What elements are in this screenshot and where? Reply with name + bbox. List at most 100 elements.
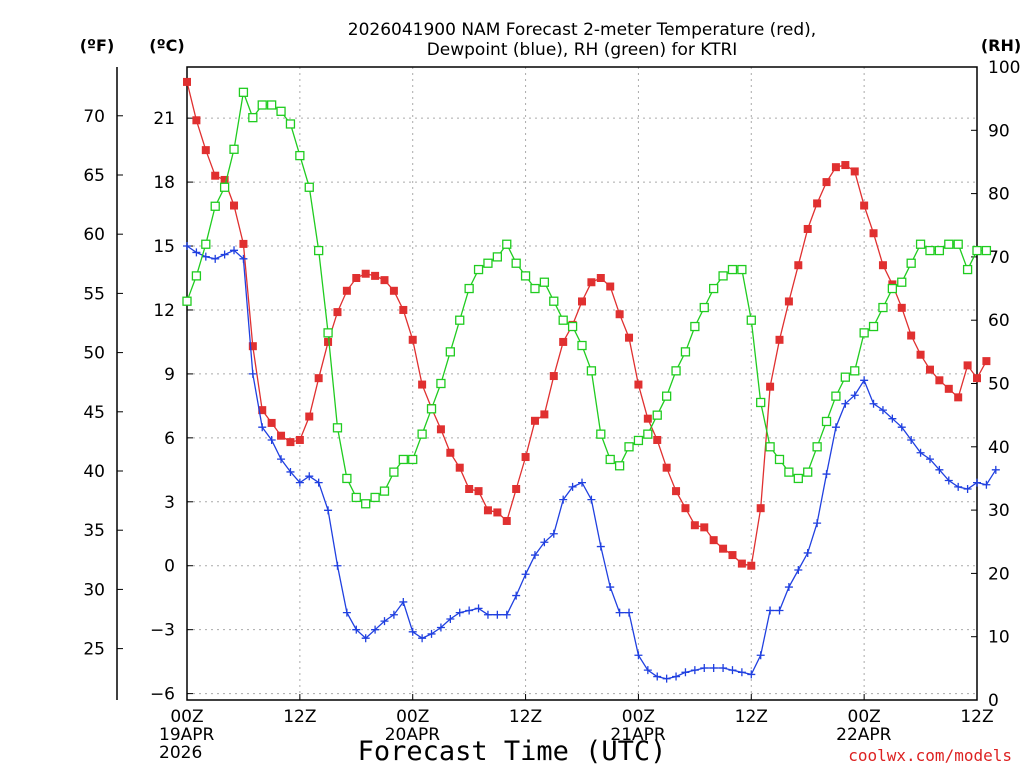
dewpoint-point — [963, 485, 972, 493]
rh-tick-label: 90 — [988, 121, 1010, 141]
dewpoint-point — [324, 506, 333, 515]
relative-humidity-point — [248, 112, 258, 123]
rh-tick-label: 40 — [988, 438, 1010, 458]
relative-humidity-point — [784, 467, 794, 477]
dewpoint-point — [578, 478, 586, 487]
temperature-point — [530, 416, 539, 425]
temperature-point — [578, 297, 586, 306]
temperature-point — [436, 425, 445, 434]
temperature-point — [728, 551, 737, 560]
celsius-tick-label: 15 — [153, 237, 175, 257]
dewpoint-point — [596, 542, 605, 551]
temperature-point — [878, 261, 887, 270]
dewpoint-point — [380, 617, 389, 626]
celsius-tick-label: 21 — [153, 109, 175, 129]
dewpoint-point — [455, 608, 464, 617]
temperature-point — [662, 463, 671, 472]
chart-title-line-2: Dewpoint (blue), RH (green) for KTRI — [427, 40, 738, 60]
rh-tick-label: 50 — [988, 375, 1010, 395]
celsius-tick-label: 0 — [164, 557, 175, 577]
x-tick-label: 22APR — [836, 725, 892, 745]
dewpoint-point — [305, 472, 314, 481]
dewpoint-point — [295, 478, 304, 487]
dewpoint-point — [719, 664, 728, 673]
relative-humidity-point — [257, 100, 267, 110]
relative-humidity-point — [915, 239, 926, 249]
temperature-point — [700, 523, 709, 532]
relative-humidity-point — [464, 283, 474, 294]
temperature-point — [625, 333, 634, 342]
temperature-point — [220, 175, 229, 184]
dewpoint-point — [709, 664, 718, 673]
dewpoint-point — [690, 666, 699, 675]
relative-humidity-point — [577, 340, 587, 351]
temperature-point — [192, 116, 201, 125]
relative-humidity-point — [417, 429, 427, 439]
relative-humidity-point — [624, 442, 634, 452]
temperature-point — [615, 310, 624, 319]
grid-layer — [187, 67, 977, 700]
fahrenheit-tick-label: 65 — [83, 166, 105, 186]
dewpoint-point — [371, 625, 380, 634]
relative-humidity-point — [972, 245, 982, 256]
temperature-point — [747, 561, 756, 570]
dewpoint-point — [399, 597, 408, 606]
fahrenheit-tick-label: 35 — [83, 521, 105, 541]
dewpoint-point — [483, 610, 492, 619]
temperature-point — [737, 559, 746, 568]
dewpoint-point — [502, 610, 511, 619]
dewpoint-point — [220, 250, 229, 259]
relative-humidity-point — [304, 182, 314, 192]
temperature-point — [766, 382, 775, 391]
dewpoint-point — [474, 604, 483, 613]
relative-humidity-point — [361, 499, 371, 509]
dewpoint-point — [831, 423, 840, 432]
fahrenheit-tick-label: 55 — [83, 284, 105, 304]
x-tick-label: 19APR — [159, 725, 215, 745]
dewpoint-point — [643, 666, 652, 675]
relative-humidity-point — [351, 492, 361, 503]
temperature-point — [944, 384, 953, 393]
relative-humidity-point — [520, 271, 531, 281]
temperature-point — [775, 335, 784, 344]
temperature-point — [897, 303, 906, 312]
celsius-tick-label: 9 — [164, 365, 175, 385]
dewpoint-point — [756, 651, 765, 660]
x-tick-label: 12Z — [960, 707, 993, 727]
dewpoint-point — [869, 399, 878, 408]
temperature-point — [813, 199, 822, 208]
relative-humidity-point — [445, 347, 455, 357]
x-tick-label: 12Z — [509, 707, 542, 727]
dewpoint-point — [418, 634, 427, 643]
relative-humidity-point — [586, 366, 597, 376]
relative-humidity-point — [746, 315, 756, 325]
temperature-point — [916, 350, 925, 359]
dewpoint-point — [775, 606, 784, 615]
relative-humidity-point — [182, 296, 192, 306]
temperature-point — [512, 485, 521, 493]
temperature-point — [521, 453, 530, 462]
celsius-tick-label: 3 — [164, 493, 175, 513]
dewpoint-point — [239, 254, 248, 263]
dewpoint-point — [230, 246, 239, 255]
relative-humidity-point — [210, 201, 220, 211]
temperature-point — [690, 521, 699, 530]
celsius-unit-label: (ºC) — [149, 36, 184, 55]
relative-humidity-point — [765, 442, 775, 452]
temperature-point — [549, 372, 558, 381]
dewpoint-point — [907, 435, 916, 444]
temperature-point — [709, 536, 718, 545]
dewpoint-point — [465, 606, 474, 615]
celsius-tick-label: −3 — [150, 621, 175, 641]
dewpoint-point — [183, 242, 191, 251]
relative-humidity-point — [473, 264, 484, 275]
dewpoint-point — [794, 565, 803, 574]
relative-humidity-point — [436, 378, 446, 389]
temperature-point — [653, 435, 662, 444]
dewpoint-point — [784, 583, 793, 592]
temperature-point — [248, 342, 257, 351]
rh-tick-label: 0 — [988, 691, 999, 711]
x-tick-label: 00Z — [396, 707, 429, 727]
dewpoint-point — [841, 399, 850, 408]
